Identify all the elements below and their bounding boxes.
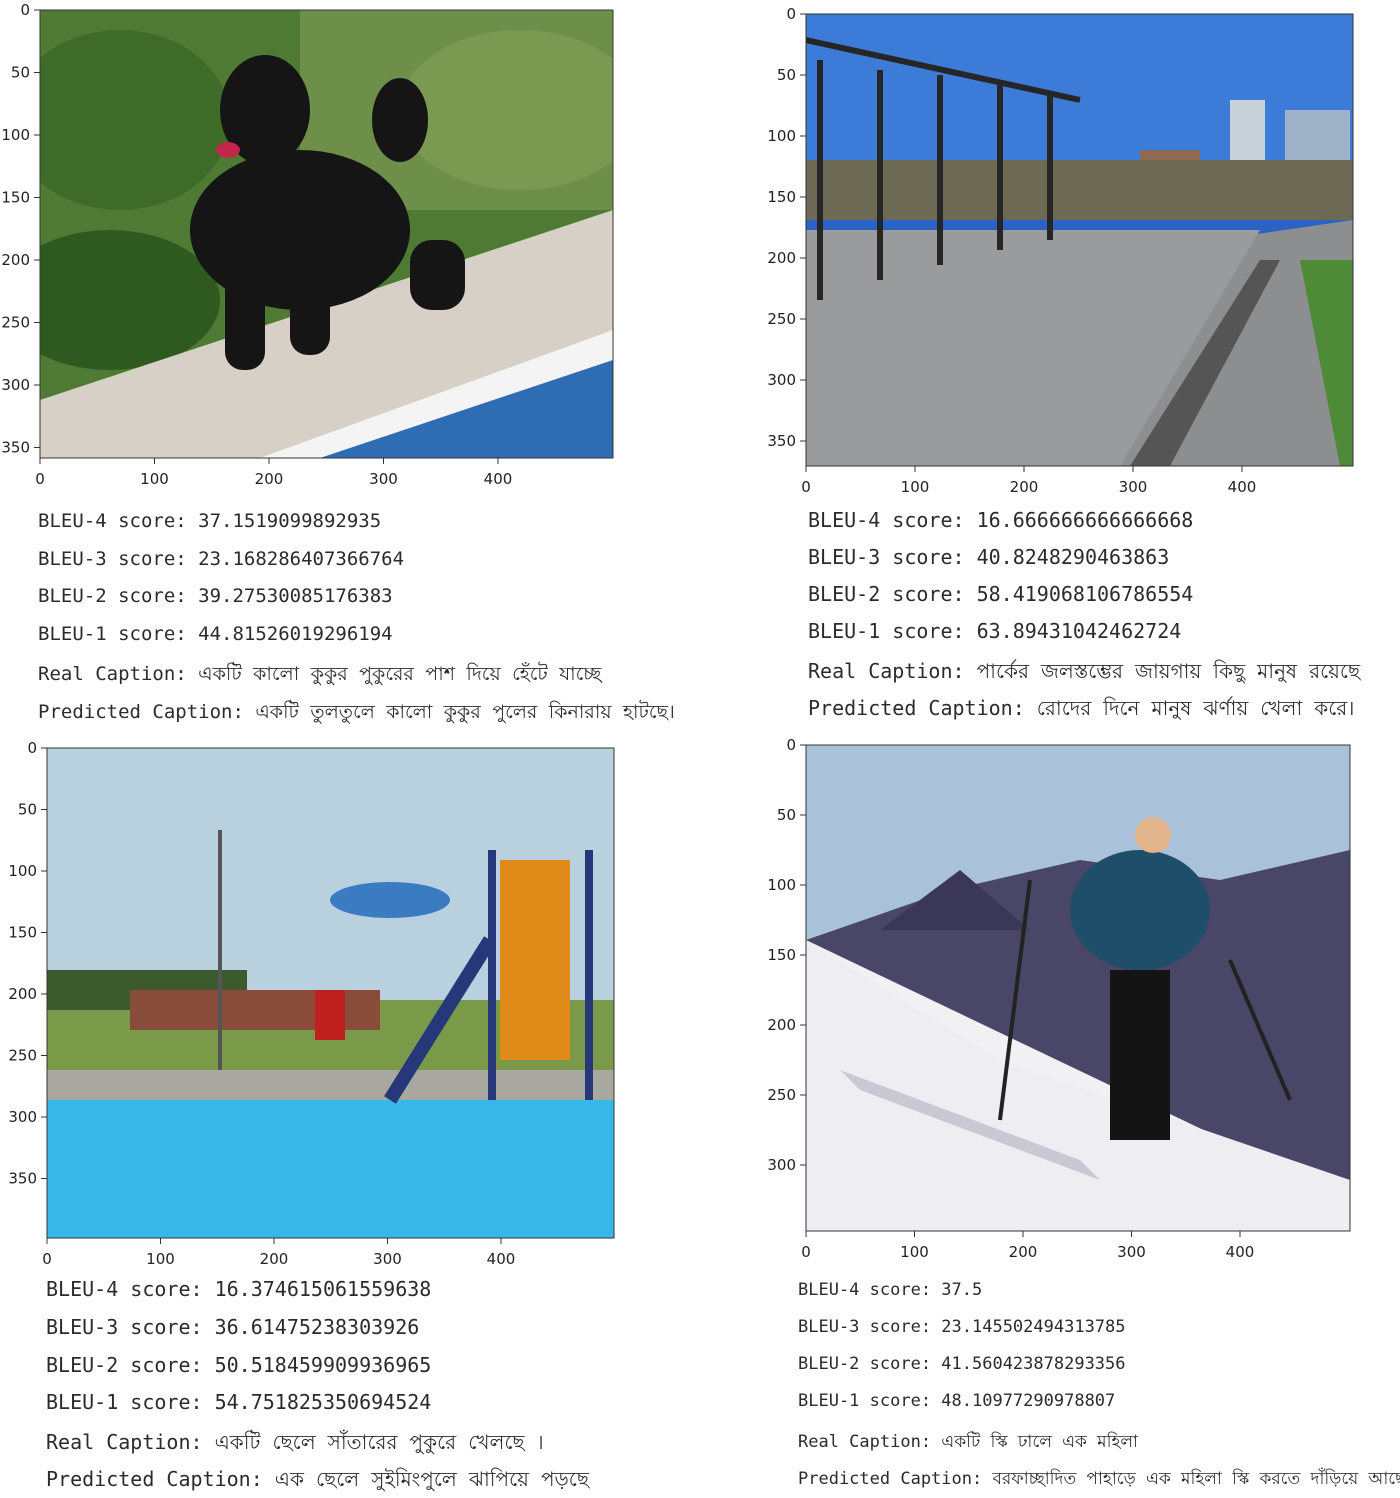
y-tick-label: 250	[1, 314, 30, 332]
y-tick-label: 100	[767, 127, 796, 145]
image-plot-dog: 0 100 200 300 400 0 50 100 150 200 250 300 350	[1, 1, 614, 488]
photo-pool	[47, 748, 614, 1238]
bleu3-score: BLEU-3 score: 23.145502494313785	[798, 1317, 1126, 1337]
x-tick-label: 400	[484, 470, 513, 488]
x-tick-label: 300	[1117, 1243, 1146, 1261]
y-tick-label: 100	[1, 126, 30, 144]
y-tick-label: 250	[8, 1047, 37, 1065]
y-tick-label: 0	[27, 739, 37, 757]
x-tick-label: 100	[900, 1243, 929, 1261]
bleu2-score: BLEU-2 score: 41.560423878293356	[798, 1354, 1126, 1374]
y-tick-label: 200	[1, 251, 30, 269]
predicted-caption: Predicted Caption: একটি তুলতুলে কালো কুক…	[38, 701, 675, 723]
bleu1-score: BLEU-1 score: 44.81526019296194	[38, 623, 393, 645]
y-axis-dog: 0 50 100 150 200 250 300 350	[1, 1, 40, 457]
x-tick-label: 0	[42, 1250, 52, 1268]
bleu2-score: BLEU-2 score: 50.518459909936965	[46, 1353, 432, 1377]
bleu2-score: BLEU-2 score: 39.27530085176383	[38, 585, 393, 607]
y-tick-label: 50	[777, 806, 796, 824]
bleu4-score: BLEU-4 score: 37.5	[798, 1280, 983, 1300]
bleu3-score: BLEU-3 score: 23.168286407366764	[38, 548, 405, 570]
x-tick-label: 0	[35, 470, 45, 488]
x-tick-label: 400	[1228, 478, 1257, 496]
predicted-caption: Predicted Caption: এক ছেলে সুইমিংপুলে ঝা…	[46, 1467, 589, 1491]
real-caption: Real Caption: একটি স্কি ঢালে এক মহিলা	[798, 1432, 1138, 1452]
y-tick-label: 150	[767, 188, 796, 206]
panel-dog: 0 100 200 300 400 0 50 100 150 200 250 300 350 BLEU…	[0, 0, 680, 735]
y-axis-fountain: 0 50 100 150 200 250 300 350	[767, 5, 806, 450]
bleu1-score: BLEU-1 score: 54.751825350694524	[46, 1390, 432, 1414]
y-tick-label: 150	[8, 924, 37, 942]
bleu3-score: BLEU-3 score: 36.61475238303926	[46, 1315, 420, 1339]
bleu3-score: BLEU-3 score: 40.8248290463863	[808, 545, 1170, 569]
x-tick-label: 200	[1010, 478, 1039, 496]
panel-pool: 0 100 200 300 400 0 50 100 150 200 250 300 350 BLEU…	[0, 739, 690, 1495]
photo-fountain	[806, 14, 1353, 466]
image-plot-fountain: 0 100 200 300 400 0 50 100 150 200 250 300 350	[767, 5, 1354, 496]
x-tick-label: 300	[369, 470, 398, 488]
y-tick-label: 0	[786, 736, 796, 754]
y-tick-label: 200	[767, 249, 796, 267]
panel-ski: 0 100 200 300 400 0 50 100 150 200 250 300 BLEU-4 …	[700, 736, 1400, 1495]
y-tick-label: 50	[777, 66, 796, 84]
y-tick-label: 250	[767, 310, 796, 328]
x-axis-dog: 0 100 200 300 400	[35, 458, 512, 488]
y-tick-label: 150	[1, 189, 30, 207]
y-tick-label: 200	[8, 985, 37, 1003]
x-tick-label: 100	[140, 470, 169, 488]
y-tick-label: 150	[767, 946, 796, 964]
y-tick-label: 250	[767, 1086, 796, 1104]
y-axis-pool: 0 50 100 150 200 250 300 350	[8, 739, 47, 1188]
photo-dog	[40, 10, 613, 458]
bleu4-score: BLEU-4 score: 16.374615061559638	[46, 1277, 432, 1301]
x-tick-label: 300	[1119, 478, 1148, 496]
x-tick-label: 100	[901, 478, 930, 496]
x-tick-label: 0	[801, 478, 811, 496]
x-tick-label: 0	[801, 1243, 811, 1261]
x-axis-pool: 0 100 200 300 400	[42, 1238, 515, 1268]
bleu2-score: BLEU-2 score: 58.419068106786554	[808, 582, 1194, 606]
x-tick-label: 200	[260, 1250, 289, 1268]
y-tick-label: 50	[18, 801, 37, 819]
real-caption: Real Caption: একটি ছেলে সাঁতারের পুকুরে …	[46, 1430, 544, 1454]
y-tick-label: 300	[8, 1108, 37, 1126]
y-tick-label: 350	[8, 1170, 37, 1188]
y-tick-label: 350	[1, 439, 30, 457]
y-tick-label: 0	[20, 1, 30, 19]
x-tick-label: 300	[373, 1250, 402, 1268]
y-tick-label: 100	[8, 862, 37, 880]
bleu1-score: BLEU-1 score: 48.10977290978807	[798, 1391, 1116, 1411]
photo-ski	[806, 745, 1350, 1231]
y-tick-label: 200	[767, 1016, 796, 1034]
real-caption: Real Caption: পার্কের জলস্তম্ভের জায়গায…	[808, 659, 1361, 683]
y-tick-label: 300	[767, 371, 796, 389]
predicted-caption: Predicted Caption: রোদের দিনে মানুষ ঝর্ণ…	[808, 696, 1355, 720]
x-tick-label: 100	[146, 1250, 175, 1268]
y-tick-label: 300	[767, 1156, 796, 1174]
x-tick-label: 200	[255, 470, 284, 488]
x-tick-label: 200	[1009, 1243, 1038, 1261]
bleu4-score: BLEU-4 score: 16.666666666666668	[808, 508, 1194, 532]
x-tick-label: 400	[487, 1250, 516, 1268]
y-tick-label: 50	[11, 64, 30, 82]
x-tick-label: 400	[1226, 1243, 1255, 1261]
image-plot-ski: 0 100 200 300 400 0 50 100 150 200 250 300	[767, 736, 1351, 1261]
panel-fountain: 0 100 200 300 400 0 50 100 150 200 250 300 350 BLEU…	[700, 0, 1400, 735]
x-axis-fountain: 0 100 200 300 400	[801, 466, 1256, 496]
bleu1-score: BLEU-1 score: 63.89431042462724	[808, 619, 1182, 643]
y-tick-label: 100	[767, 876, 796, 894]
y-tick-label: 350	[767, 432, 796, 450]
y-axis-ski: 0 50 100 150 200 250 300	[767, 736, 806, 1174]
image-plot-pool: 0 100 200 300 400 0 50 100 150 200 250 300 350	[8, 739, 615, 1268]
y-tick-label: 0	[786, 5, 796, 23]
real-caption: Real Caption: একটি কালো কুকুর পুকুরের পা…	[38, 663, 602, 685]
bleu4-score: BLEU-4 score: 37.1519099892935	[38, 510, 382, 532]
predicted-caption: Predicted Caption: বরফাচ্ছাদিত পাহাড়ে এ…	[798, 1469, 1400, 1489]
x-axis-ski: 0 100 200 300 400	[801, 1231, 1254, 1261]
y-tick-label: 300	[1, 376, 30, 394]
